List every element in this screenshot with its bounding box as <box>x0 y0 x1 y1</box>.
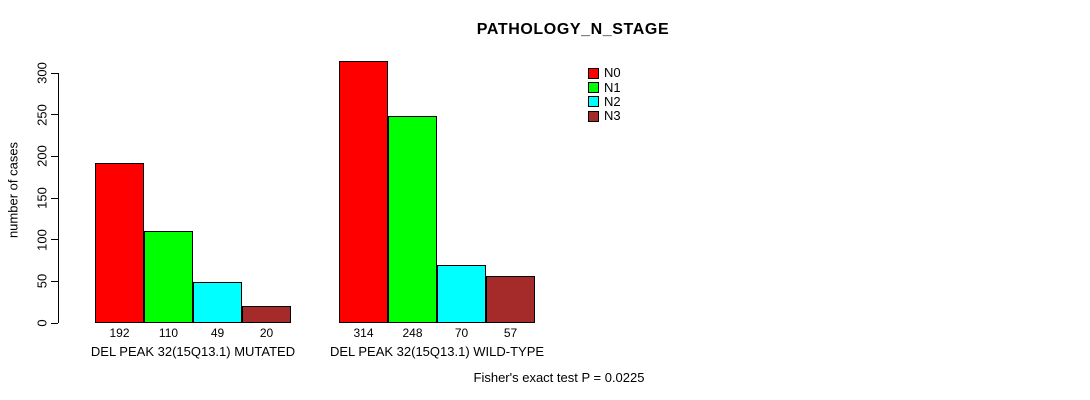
y-axis-tick <box>50 155 58 157</box>
bar-n1-0 <box>144 231 193 323</box>
chart-title: PATHOLOGY_N_STAGE <box>476 21 670 38</box>
bar-n0-0 <box>95 163 144 323</box>
y-axis-tick <box>50 322 58 324</box>
legend-swatch-n3 <box>588 110 599 122</box>
legend: N0 N1 N2 N3 <box>588 66 621 124</box>
x-category-label: DEL PEAK 32(15Q13.1) WILD-TYPE <box>329 343 545 359</box>
legend-swatch-n1 <box>588 82 599 94</box>
legend-item: N0 <box>588 66 621 80</box>
bar-value-label: 20 <box>259 326 274 340</box>
bar-value-label: 192 <box>109 326 130 340</box>
legend-label: N0 <box>604 65 621 81</box>
bar-n3-1 <box>486 275 535 323</box>
y-axis-tick-label: 200 <box>34 145 50 168</box>
y-axis-tick <box>50 239 58 241</box>
y-axis-line <box>57 73 59 323</box>
bar-n2-0 <box>193 282 242 323</box>
bar-value-label: 70 <box>454 326 469 340</box>
legend-swatch-n0 <box>588 67 599 79</box>
y-axis-tick-label: 50 <box>34 274 50 289</box>
y-axis-tick-label: 100 <box>34 228 50 251</box>
bar-value-label: 314 <box>353 326 374 340</box>
bar-value-label: 49 <box>210 326 225 340</box>
legend-swatch-n2 <box>588 96 599 108</box>
y-axis-tick <box>50 72 58 74</box>
y-axis-tick-label: 0 <box>34 319 50 327</box>
bar-value-label: 248 <box>402 326 423 340</box>
bar-value-label: 110 <box>158 326 179 340</box>
legend-item: N1 <box>588 80 621 94</box>
legend-item: N3 <box>588 109 621 123</box>
y-axis-tick-label: 250 <box>34 103 50 126</box>
y-axis-tick-label: 300 <box>34 62 50 84</box>
y-axis-tick-label: 150 <box>34 187 50 209</box>
bar-n2-1 <box>437 264 486 323</box>
bar-n1-1 <box>388 116 437 323</box>
y-axis-tick <box>50 280 58 282</box>
y-axis-tick <box>50 114 58 116</box>
legend-label: N2 <box>604 93 621 109</box>
legend-item: N2 <box>588 93 621 109</box>
x-category-label: DEL PEAK 32(15Q13.1) MUTATED <box>90 343 296 359</box>
legend-label: N3 <box>604 108 621 124</box>
legend-label: N1 <box>604 79 621 95</box>
bar-n3-0 <box>242 306 291 323</box>
bar-value-label: 57 <box>503 326 518 340</box>
bar-n0-1 <box>339 61 388 323</box>
y-axis-tick <box>50 197 58 199</box>
footer-annotation: Fisher's exact test P = 0.0225 <box>473 370 645 385</box>
